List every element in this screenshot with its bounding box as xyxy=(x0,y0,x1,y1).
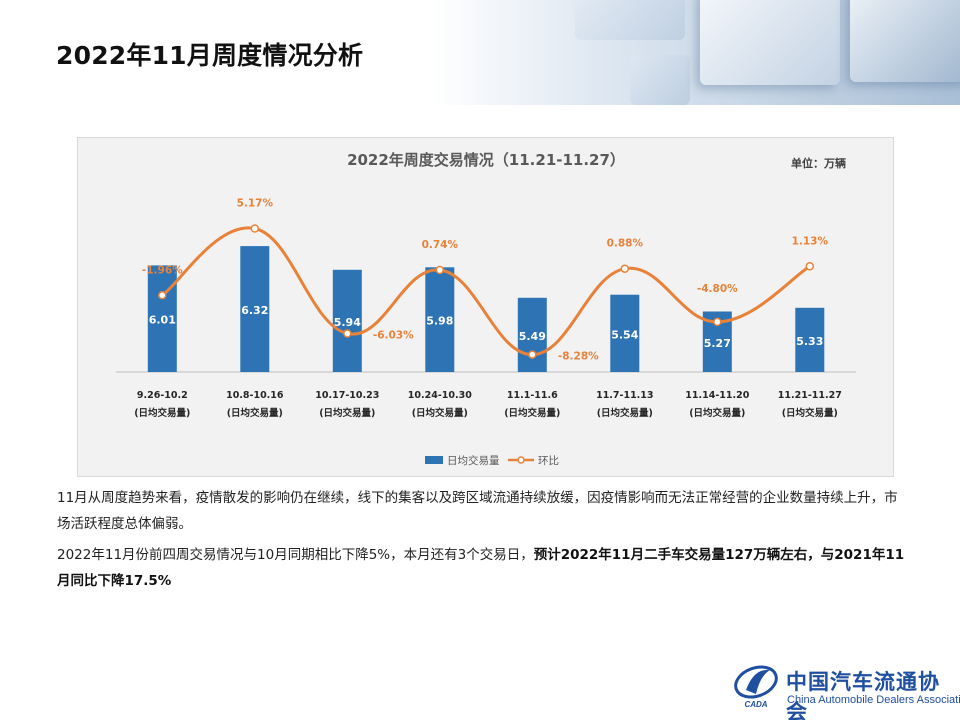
x-tick-sublabel-3: (日均交易量) xyxy=(319,407,375,419)
x-tick-sublabel-4: (日均交易量) xyxy=(412,407,468,419)
decorative-cube xyxy=(630,55,690,105)
bar-6 xyxy=(610,294,640,372)
bar-5 xyxy=(517,297,547,372)
bar-value-label-6: 5.54 xyxy=(611,328,638,341)
line-value-label-8: 1.13% xyxy=(792,235,829,247)
bar-value-label-4: 5.98 xyxy=(426,315,453,328)
decorative-cube xyxy=(850,0,960,82)
series-line-huanbi xyxy=(160,226,812,357)
legend: 日均交易量 环比 xyxy=(425,454,559,467)
paragraph-2-forecast: 预计2022年11月二手车交易量127万辆左右，与2021年11月同比下降17.… xyxy=(57,547,905,589)
page-title: 2022年11月周度情况分析 xyxy=(56,41,364,70)
bar-value-label-7: 5.27 xyxy=(704,337,731,350)
bar-value-label-8: 5.33 xyxy=(796,335,823,348)
line-value-label-2: 5.17% xyxy=(237,198,274,210)
chart-container: 2022年周度交易情况（11.21-11.27） 单位：万辆 6.01 6.32 5… xyxy=(77,137,894,477)
bar-value-label-3: 5.94 xyxy=(334,316,361,329)
emblem-text: CADA xyxy=(744,700,767,709)
bar-2 xyxy=(240,246,270,372)
bar-1 xyxy=(147,265,177,372)
legend-label-bar: 日均交易量 xyxy=(447,454,500,467)
bars-layer: 6.01 6.32 5.94 5.98 5.49 5.54 5.27 5.33 xyxy=(147,246,825,372)
line-value-label-1: -1.96% xyxy=(142,264,183,276)
x-tick-sublabel-1: (日均交易量) xyxy=(134,407,190,419)
x-tick-sublabel-8: (日均交易量) xyxy=(782,407,838,419)
line-point-7 xyxy=(713,317,722,327)
cada-logo: CADA 中国汽车流通协会 China Automobile Dealers A… xyxy=(732,660,960,720)
line-point-1 xyxy=(158,291,167,300)
paragraph-2-text: 2022年11月份前四周交易情况与10月同期相比下降5%，本月还有3个交易日， xyxy=(57,547,534,563)
bar-8 xyxy=(795,307,825,372)
line-point-5 xyxy=(528,350,537,359)
x-tick-sublabel-7: (日均交易量) xyxy=(689,407,745,419)
legend-marker xyxy=(517,456,525,464)
analysis-text: 11月从周度趋势来看，疫情散发的影响仍在继续，线下的集客以及跨区域流通持续放缓，… xyxy=(57,485,907,599)
paragraph-1: 11月从周度趋势来看，疫情散发的影响仍在继续，线下的集客以及跨区域流通持续放缓，… xyxy=(57,490,898,532)
decorative-cube xyxy=(575,0,685,40)
x-tick-label-7: 11.14-11.20 xyxy=(685,390,749,401)
x-tick-sublabel-2: (日均交易量) xyxy=(227,407,283,419)
x-tick-label-8: 11.21-11.27 xyxy=(778,390,842,401)
line-point-4 xyxy=(435,265,445,275)
logo-chinese-name: 中国汽车流通协会 xyxy=(786,669,940,720)
weekly-trade-chart: 2022年周度交易情况（11.21-11.27） 单位：万辆 6.01 6.32 5… xyxy=(116,151,856,467)
bar-value-label-2: 6.32 xyxy=(241,304,268,317)
line-point-2 xyxy=(250,224,260,233)
x-tick-label-6: 11.7-11.13 xyxy=(596,390,653,401)
header-band xyxy=(0,0,960,105)
bar-3 xyxy=(332,269,362,372)
chart-unit-label: 单位：万辆 xyxy=(791,156,846,170)
bar-value-label-5: 5.49 xyxy=(519,330,546,343)
x-tick-label-1: 9.26-10.2 xyxy=(137,390,188,401)
legend-swatch-bar xyxy=(425,456,443,464)
decorative-cube xyxy=(700,0,840,85)
x-tick-label-3: 10.17-10.23 xyxy=(315,390,379,401)
legend-label-line: 环比 xyxy=(538,454,559,467)
line-value-label-7: -4.80% xyxy=(697,283,738,295)
paragraph-2: 2022年11月份前四周交易情况与10月同期相比下降5%，本月还有3个交易日，预… xyxy=(57,542,907,594)
bar-4 xyxy=(425,267,455,372)
line-value-label-5: -8.28% xyxy=(558,351,599,363)
line-point-3 xyxy=(343,329,352,338)
chart-title: 2022年周度交易情况（11.21-11.27） xyxy=(347,151,625,169)
cada-emblem-icon: CADA xyxy=(734,665,778,709)
line-value-label-4: 0.74% xyxy=(422,239,459,251)
x-tick-sublabel-6: (日均交易量) xyxy=(597,407,653,419)
line-layer: -1.96% 5.17% -6.03% 0.74% -8.28% 0.88% -4.80% 1… xyxy=(142,198,829,363)
x-tick-label-5: 11.1-11.6 xyxy=(507,390,558,401)
line-point-8 xyxy=(805,262,815,271)
line-value-label-6: 0.88% xyxy=(607,238,644,250)
x-tick-sublabel-5: (日均交易量) xyxy=(504,407,560,419)
bar-value-label-1: 6.01 xyxy=(149,314,176,327)
x-tick-label-4: 10.24-10.30 xyxy=(408,390,472,401)
logo-english-name: China Automobile Dealers Association xyxy=(787,694,960,706)
category-labels: 9.26-10.2 (日均交易量) 10.8-10.16 (日均交易量) 10.17-1… xyxy=(134,390,842,419)
line-value-label-3: -6.03% xyxy=(373,330,414,342)
line-point-6 xyxy=(620,264,630,273)
x-tick-label-2: 10.8-10.16 xyxy=(226,390,284,401)
